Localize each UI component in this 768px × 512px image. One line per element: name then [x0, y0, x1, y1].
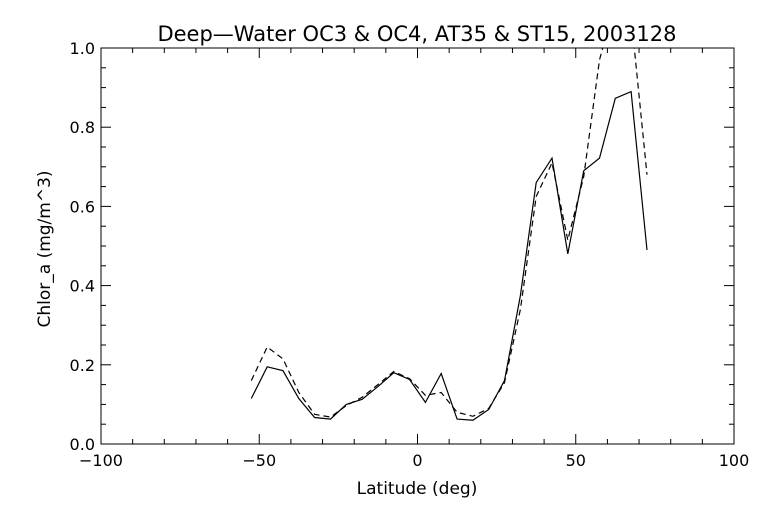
y-tick-label: 0.8: [70, 118, 95, 137]
x-tick-label: 0: [412, 451, 422, 470]
y-tick-label: 1.0: [70, 39, 95, 58]
y-tick-label: 0.2: [70, 356, 95, 375]
tick-labels: −100 −50 0 50 100 0.0 0.2 0.4 0.6 0.8 1.0: [70, 39, 750, 470]
series-line-solid: [250, 90, 648, 421]
series-line-dashed: [250, 48, 648, 418]
y-tick-label: 0.4: [70, 277, 95, 296]
chart-title: Deep—Water OC3 & OC4, AT35 & ST15, 20031…: [157, 22, 676, 46]
y-axis-label: Chlor_a (mg/m^3): [35, 170, 55, 327]
plot-frame: [100, 47, 735, 445]
x-axis-label: Latitude (deg): [357, 479, 478, 499]
x-tick-label: 100: [719, 451, 750, 470]
y-tick-label: 0.0: [70, 435, 95, 454]
y-tick-label: 0.6: [70, 197, 95, 216]
axis-ticks: [100, 47, 735, 445]
data-lines: [250, 48, 648, 421]
x-tick-label: −50: [242, 451, 276, 470]
x-tick-label: −100: [79, 451, 123, 470]
x-tick-label: 50: [566, 451, 586, 470]
